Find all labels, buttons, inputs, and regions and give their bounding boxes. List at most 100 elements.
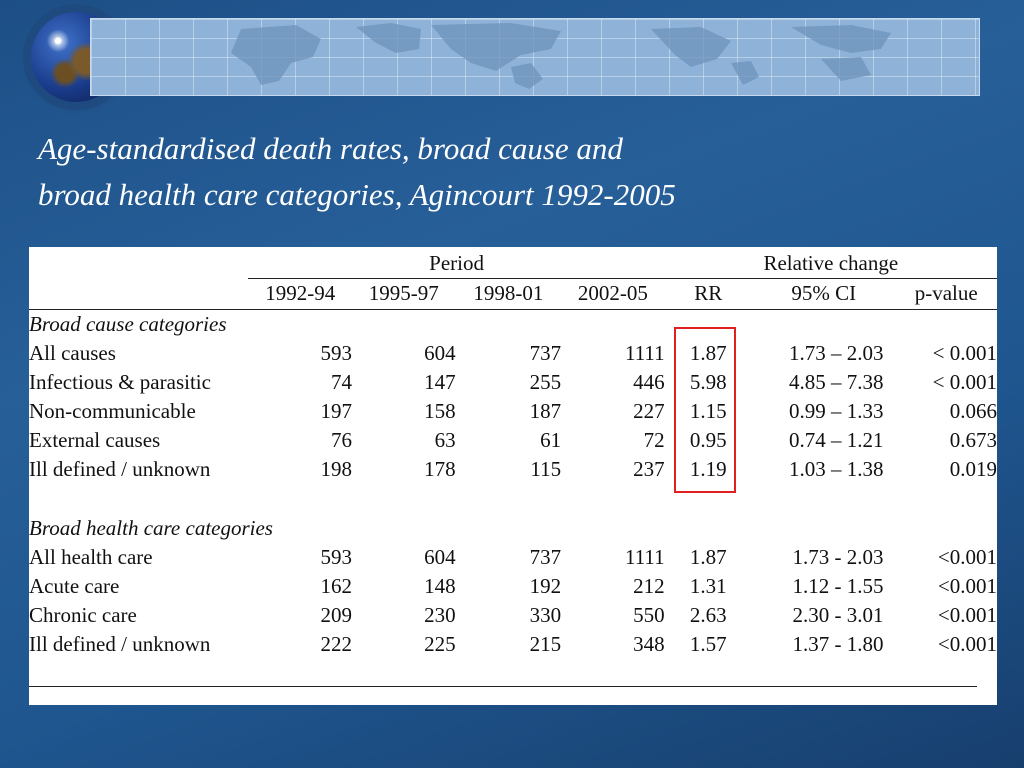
section-title: Broad health care categories: [29, 515, 273, 540]
rate-cell: 147: [424, 369, 456, 394]
rate-cell: 158: [424, 398, 456, 423]
column-header: 95% CI: [751, 278, 896, 310]
ci-cell: 0.99 – 1.33: [788, 398, 884, 423]
rate-cell: 230: [424, 602, 456, 627]
p-value-cell: < 0.001: [932, 369, 997, 394]
table-row: All causes 593 604 737 1111 1.87 1.73 – …: [29, 339, 997, 368]
row-label: Chronic care: [29, 602, 137, 627]
p-value-cell: 0.066: [949, 398, 997, 423]
rate-cell: 446: [633, 369, 665, 394]
p-value-cell: <0.001: [937, 631, 997, 656]
rate-cell: 237: [633, 456, 665, 481]
rate-cell: 550: [633, 602, 665, 627]
p-value-cell: < 0.001: [932, 340, 997, 365]
row-label: All causes: [29, 340, 116, 365]
rate-cell: 209: [320, 602, 353, 627]
rate-cell: 227: [633, 398, 665, 423]
table-row: All health care 593 604 737 1111 1.87 1.…: [29, 543, 997, 572]
section-header-row: Broad cause categories: [29, 309, 997, 339]
table-row: Chronic care 209 230 330 550 2.63 2.30 -…: [29, 601, 997, 630]
slide-title-line-1: Age-standardised death rates, broad caus…: [38, 131, 623, 166]
world-map-banner: [90, 18, 980, 96]
rate-cell: 63: [434, 427, 456, 452]
column-header: 1992-94: [248, 278, 353, 310]
rate-cell: 330: [529, 602, 562, 627]
rate-cell: 197: [320, 398, 353, 423]
ci-cell: 1.37 - 1.80: [792, 631, 884, 656]
rate-cell: 115: [530, 456, 562, 481]
rate-cell: 593: [320, 544, 353, 569]
rate-cell: 72: [643, 427, 665, 452]
ci-cell: 1.73 - 2.03: [792, 544, 884, 569]
rate-cell: 222: [320, 631, 353, 656]
rate-cell: 225: [424, 631, 456, 656]
p-value-cell: 0.673: [949, 427, 997, 452]
p-value-cell: <0.001: [937, 602, 997, 627]
row-label: External causes: [29, 427, 161, 452]
rr-cell: 1.57: [689, 631, 727, 656]
spacer-row: [29, 484, 997, 514]
rr-cell: 5.98: [689, 369, 727, 394]
ci-cell: 2.30 - 3.01: [792, 602, 884, 627]
rate-cell: 604: [424, 340, 456, 365]
p-value-cell: 0.019: [949, 456, 997, 481]
table-panel: Period Relative change 1992-94 1995-97 1…: [29, 247, 997, 705]
rate-cell: 76: [331, 427, 353, 452]
column-header: p-value: [895, 278, 997, 310]
rr-highlight-box: [674, 327, 736, 493]
section-title: Broad cause categories: [29, 311, 227, 336]
row-label: Infectious & parasitic: [29, 369, 211, 394]
rr-cell: 0.95: [689, 427, 727, 452]
ci-cell: 1.73 – 2.03: [788, 340, 884, 365]
rr-cell: 1.15: [689, 398, 727, 423]
row-label: Non-communicable: [29, 398, 196, 423]
rate-cell: 178: [424, 456, 456, 481]
p-value-cell: <0.001: [937, 544, 997, 569]
rate-cell: 61: [540, 427, 562, 452]
row-label: Ill defined / unknown: [29, 456, 211, 481]
row-label: All health care: [29, 544, 153, 569]
table-row: Ill defined / unknown 222 225 215 348 1.…: [29, 630, 997, 659]
table-bottom-rule: [29, 686, 977, 687]
rate-cell: 148: [424, 573, 456, 598]
world-map-graphic: [231, 23, 891, 89]
table-row: Ill defined / unknown 198 178 115 237 1.…: [29, 455, 997, 484]
column-header-row: 1992-94 1995-97 1998-01 2002-05 RR 95% C…: [29, 278, 997, 310]
relative-change-header: Relative change: [664, 249, 997, 279]
section-header-row: Broad health care categories: [29, 514, 997, 543]
rate-cell: 604: [424, 544, 456, 569]
rate-cell: 198: [320, 456, 353, 481]
column-header: 1998-01: [455, 278, 562, 310]
rate-cell: 1111: [624, 544, 665, 569]
table-row: External causes 76 63 61 72 0.95 0.74 – …: [29, 426, 997, 455]
ci-cell: 1.12 - 1.55: [792, 573, 884, 598]
rate-cell: 187: [529, 398, 562, 423]
rate-cell: 192: [529, 573, 562, 598]
ci-cell: 4.85 – 7.38: [788, 369, 884, 394]
table-row: Infectious & parasitic 74 147 255 446 5.…: [29, 368, 997, 397]
column-header: 2002-05: [561, 278, 665, 310]
ci-cell: 1.03 – 1.38: [788, 456, 884, 481]
rate-cell: 348: [633, 631, 665, 656]
column-header: 1995-97: [352, 278, 456, 310]
column-header: RR: [664, 278, 752, 310]
rate-cell: 215: [529, 631, 562, 656]
period-header: Period: [248, 249, 665, 279]
slide-title: Age-standardised death rates, broad caus…: [38, 126, 676, 218]
rate-cell: 162: [320, 573, 353, 598]
p-value-cell: <0.001: [937, 573, 997, 598]
row-label: Acute care: [29, 573, 120, 598]
table-row: Acute care 162 148 192 212 1.31 1.12 - 1…: [29, 572, 997, 601]
rr-cell: 1.87: [689, 544, 727, 569]
rr-cell: 1.31: [689, 573, 727, 598]
ci-cell: 0.74 – 1.21: [788, 427, 884, 452]
rr-cell: 1.19: [689, 456, 727, 481]
row-label: Ill defined / unknown: [29, 631, 211, 656]
rate-cell: 212: [633, 573, 665, 598]
rate-cell: 1111: [624, 340, 665, 365]
rate-cell: 737: [529, 544, 562, 569]
rr-cell: 2.63: [689, 602, 727, 627]
death-rates-table: Period Relative change 1992-94 1995-97 1…: [29, 249, 997, 659]
group-header-row: Period Relative change: [29, 249, 997, 279]
rr-cell: 1.87: [689, 340, 727, 365]
